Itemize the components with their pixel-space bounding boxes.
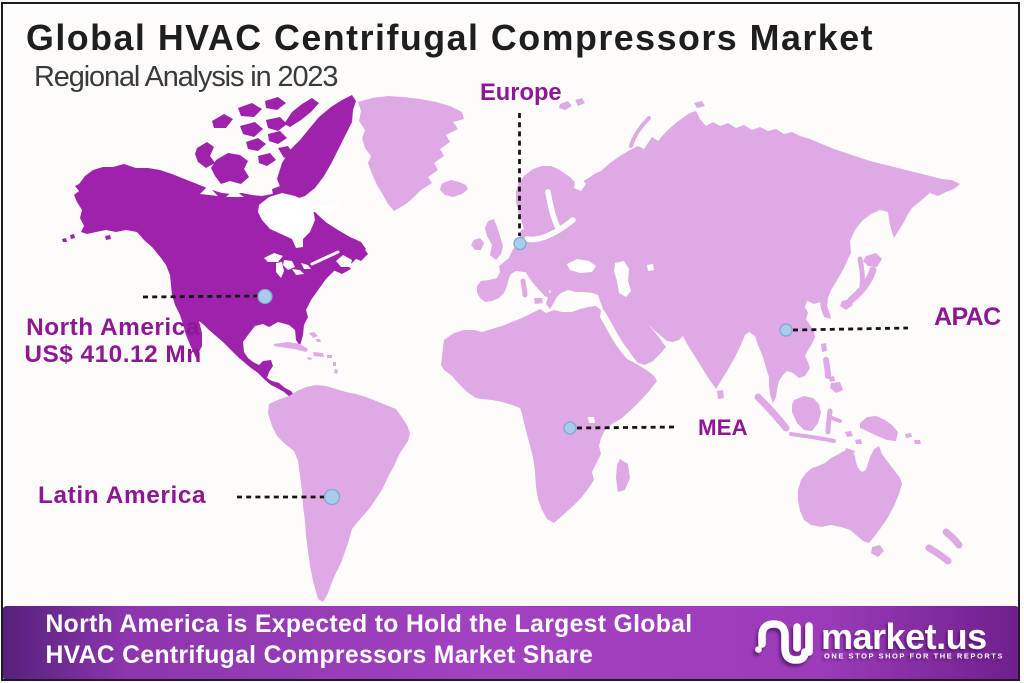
svg-text:ONE STOP SHOP FOR THE REPORTS: ONE STOP SHOP FOR THE REPORTS <box>824 652 1004 661</box>
svg-text:market.us: market.us <box>821 616 987 657</box>
